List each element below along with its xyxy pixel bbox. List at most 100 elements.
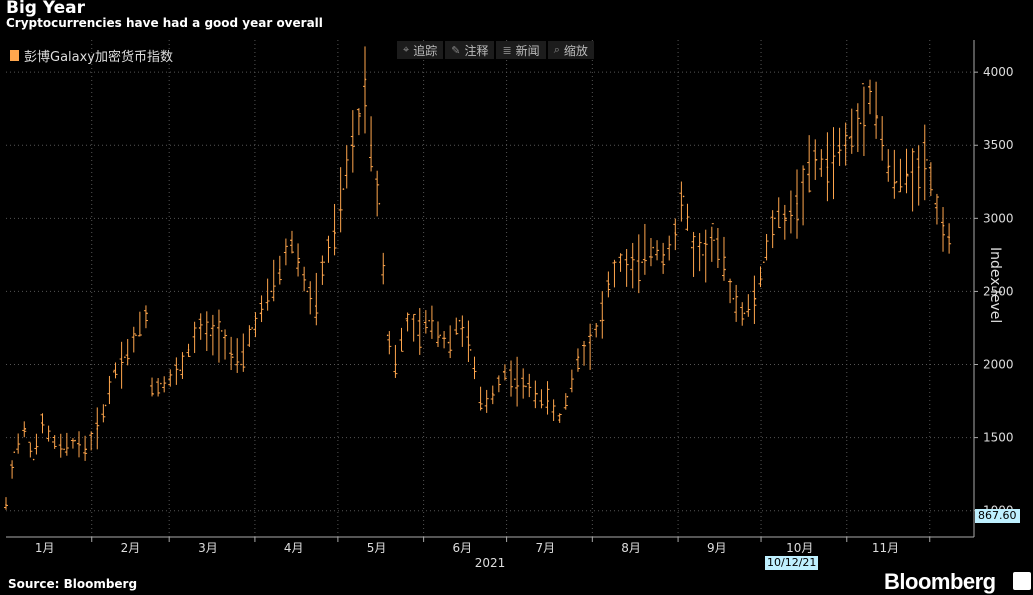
data-point [323,261,325,263]
data-point [370,144,372,147]
data-point [151,392,154,395]
news-icon: ≣ [502,43,512,57]
data-point [514,378,516,380]
chart-subtitle: Cryptocurrencies have had a good year ov… [6,16,323,30]
brand-logo: Bloomberg [884,569,996,594]
bloomberg-icon [1013,572,1031,590]
data-point [480,407,483,410]
data-point [702,254,704,256]
data-point [619,261,621,263]
data-point [74,439,76,442]
data-point [942,224,945,227]
data-point [599,319,602,322]
tool-annotate-label: 注释 [464,43,489,58]
data-point [439,334,442,337]
x-tick-label: 1月 [35,541,55,555]
data-point [113,371,115,373]
y-tick-label: 3500 [983,138,1014,152]
data-point [536,392,538,395]
data-point [279,268,281,271]
data-point [378,202,381,205]
last-value-badge: 867.60 [975,509,1020,523]
data-point [359,115,361,117]
tool-track-label: 追踪 [413,43,438,58]
data-point [641,261,643,263]
legend-label: 彭博Galaxy加密货币指数 [24,50,174,65]
data-point [342,188,345,190]
data-point [691,246,693,249]
data-point [198,327,201,329]
legend[interactable]: 彭博Galaxy加密货币指数 [10,46,173,65]
data-point [491,392,494,395]
data-point [32,458,35,461]
data-point [815,159,818,161]
data-point [724,268,726,271]
legend-swatch [10,50,19,61]
y-tick-label: 2000 [983,358,1014,372]
chart-toolbar: ⌖ 追踪 ✎ 注释 ≣ 新闻 ⌕ 缩放 [397,41,594,59]
data-point [663,254,666,256]
x-year-label: 2021 [475,556,506,570]
tool-news-label: 新闻 [515,43,540,58]
data-point [290,239,292,242]
data-point [876,115,878,117]
data-point [160,382,162,385]
data-point [24,428,27,430]
data-point [732,297,735,300]
data-point [917,166,920,168]
data-point [428,319,430,322]
tool-annotate-button[interactable]: ✎ 注释 [445,41,495,59]
tool-zoom-button[interactable]: ⌕ 缩放 [547,41,594,59]
y-axis-label: Index level [987,247,1003,324]
data-point [364,78,367,81]
data-point [682,195,685,198]
x-tick-label: 10月 [786,541,813,555]
data-point [187,349,190,351]
data-point [458,319,461,322]
y-tick-label: 3000 [983,211,1014,225]
x-tick-label: 3月 [198,541,218,555]
data-point [386,334,389,337]
data-point [588,341,591,344]
data-point [807,173,809,176]
data-point [314,305,317,307]
data-point [566,395,569,398]
source-note: Source: Bloomberg [8,577,138,591]
crosshair-icon: ⌖ [403,43,410,56]
tool-track-button[interactable]: ⌖ 追踪 [397,41,444,59]
data-point [525,385,527,388]
data-point [743,312,746,315]
data-point [906,173,909,176]
data-point [63,448,65,451]
data-point [417,334,419,337]
data-point [220,330,223,332]
pencil-icon: ✎ [451,43,461,57]
data-point [209,334,212,337]
data-point [306,290,309,293]
x-tick-label: 4月 [284,541,304,555]
x-tick-label: 8月 [621,541,641,555]
data-point [608,283,610,285]
data-point [41,422,43,424]
x-tick-label: 9月 [707,541,727,555]
data-point [652,246,654,249]
data-point [887,166,890,168]
data-point [85,448,88,451]
data-point [837,151,840,154]
tool-news-button[interactable]: ≣ 新闻 [496,41,546,59]
magnifier-icon: ⌕ [553,43,560,56]
data-point [135,334,137,337]
data-point [895,180,898,183]
data-point [713,239,715,242]
x-tick-label: 11月 [872,541,899,555]
data-point [848,137,851,139]
data-point [240,363,242,366]
data-point [251,327,253,329]
data-point [934,202,937,205]
data-point [334,232,336,234]
data-point [826,166,829,168]
data-point [124,356,126,359]
data-point [270,290,273,293]
data-point [5,504,7,506]
